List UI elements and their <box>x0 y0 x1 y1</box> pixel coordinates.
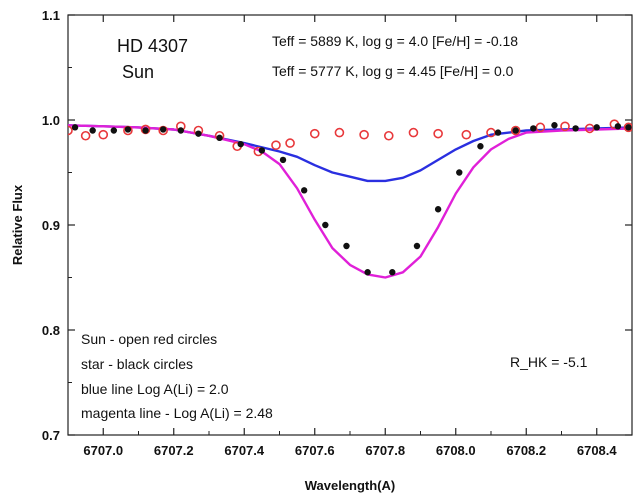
star-point <box>195 130 202 137</box>
sun-point <box>433 128 443 139</box>
star-point <box>142 127 149 134</box>
sun-point <box>510 125 521 136</box>
y-tick-label: 1.1 <box>42 8 60 23</box>
x-tick-label: 6708.4 <box>577 443 618 458</box>
y-tick-label: 0.7 <box>42 428 60 443</box>
x-tick-label: 6708.0 <box>436 443 476 458</box>
x-tick-label: 6707.4 <box>224 443 265 458</box>
star-point <box>434 206 442 213</box>
star-point <box>177 127 184 134</box>
x-tick-label: 6707.2 <box>154 443 194 458</box>
x-tick-label: 6707.6 <box>295 443 335 458</box>
star-point <box>89 127 96 134</box>
star-point <box>322 221 329 229</box>
star-point <box>512 127 519 134</box>
star-point <box>110 127 118 134</box>
y-tick-label: 0.9 <box>42 218 60 233</box>
star-point <box>159 126 167 133</box>
star-point <box>593 124 600 131</box>
star-params-label: Teff = 5889 K, log g = 4.0 [Fe/H] = -0.1… <box>272 33 518 49</box>
star-point <box>413 242 421 250</box>
sun-point <box>623 122 632 133</box>
star-point <box>551 122 558 129</box>
y-tick-label: 1.0 <box>42 113 60 128</box>
sun-params-label: Teff = 5777 K, log g = 4.45 [Fe/H] = 0.0 <box>272 63 514 79</box>
legend-blue-note: blue line Log A(Li) = 2.0 <box>81 381 229 397</box>
y-axis: 0.7 0.8 0.9 1.0 1.1 <box>42 8 632 443</box>
star-point <box>237 140 244 148</box>
sun-point <box>461 129 472 140</box>
x-axis: 6707.0 6707.2 6707.4 6707.6 6707.8 6708.0 6708… <box>83 15 633 458</box>
sun-point <box>584 123 595 134</box>
legend-sun-note: Sun - open red circles <box>81 331 217 347</box>
star-point <box>389 269 396 276</box>
star-point <box>364 269 371 276</box>
sun-point <box>535 122 546 133</box>
star-point <box>530 125 537 132</box>
x-tick-label: 6707.8 <box>365 443 405 458</box>
sun-point <box>359 129 369 140</box>
x-axis-title: Wavelength(A) <box>305 478 396 493</box>
star-point <box>614 123 622 130</box>
x-tick-label: 6708.2 <box>506 443 546 458</box>
y-tick-label: 0.8 <box>42 323 60 338</box>
star-point <box>625 124 632 131</box>
sun-point <box>334 127 345 138</box>
sun-point <box>408 127 419 138</box>
sun-point <box>68 125 73 136</box>
sun-point <box>285 138 295 148</box>
star-point <box>343 242 350 250</box>
star-point <box>494 129 502 136</box>
star-point <box>572 125 579 132</box>
star-point <box>124 126 132 133</box>
sun-label: Sun <box>122 62 154 82</box>
star-point <box>71 124 79 131</box>
sun-point <box>383 130 394 141</box>
legend-magenta-note: magenta line - Log A(Li) = 2.48 <box>81 405 273 421</box>
y-axis-title: Relative Flux <box>10 184 25 265</box>
blue-model-line <box>68 124 632 183</box>
star-name-label: HD 4307 <box>117 36 188 56</box>
x-tick-label: 6707.0 <box>83 443 123 458</box>
legend-star-note: star - black circles <box>81 356 193 372</box>
star-point <box>456 169 463 176</box>
rhk-label: R_HK = -5.1 <box>510 354 588 370</box>
sun-point <box>560 121 570 132</box>
star-point <box>216 134 223 142</box>
star-point <box>258 147 266 154</box>
sun-point <box>271 140 281 150</box>
star-point <box>477 143 484 150</box>
star-point <box>279 156 287 164</box>
sun-point <box>80 130 91 141</box>
sun-point <box>309 128 320 139</box>
star-point <box>300 187 308 194</box>
magenta-model-line <box>68 124 632 279</box>
sun-point <box>98 129 109 140</box>
